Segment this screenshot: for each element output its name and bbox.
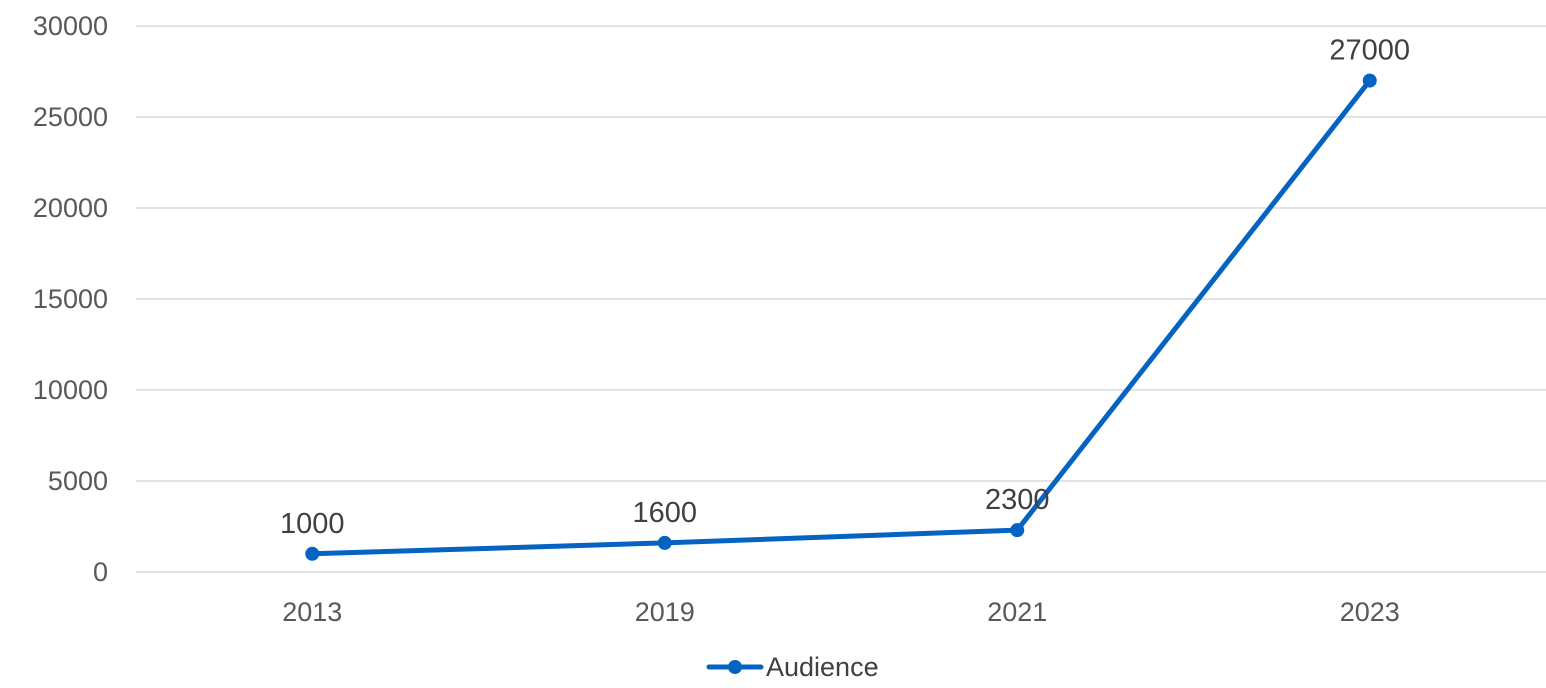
series-line xyxy=(309,78,1373,557)
gridlines xyxy=(136,25,1546,573)
data-label: 2300 xyxy=(985,484,1050,516)
x-tick-label: 2023 xyxy=(1340,597,1400,627)
data-point xyxy=(305,546,320,561)
legend-marker xyxy=(728,660,742,674)
legend-label: Audience xyxy=(766,652,879,682)
data-point xyxy=(1362,73,1377,88)
data-point xyxy=(1010,523,1025,538)
y-tick-label: 30000 xyxy=(33,11,108,41)
x-tick-label: 2019 xyxy=(635,597,695,627)
data-label: 1000 xyxy=(280,508,345,540)
y-tick-label: 25000 xyxy=(33,102,108,132)
series-group xyxy=(305,73,1377,561)
x-tick-label: 2021 xyxy=(987,597,1047,627)
y-tick-label: 10000 xyxy=(33,375,108,405)
data-label: 27000 xyxy=(1329,35,1410,67)
y-tick-label: 20000 xyxy=(33,193,108,223)
x-axis-ticks: 2013 2019 2021 2023 xyxy=(282,597,1400,627)
y-tick-label: 5000 xyxy=(48,466,108,496)
data-point xyxy=(657,535,672,550)
legend: Audience xyxy=(706,652,879,682)
y-axis-ticks: 0 5000 10000 15000 20000 25000 30000 xyxy=(33,11,108,587)
data-labels: 1000 1600 2300 27000 xyxy=(280,35,1410,540)
data-label: 1600 xyxy=(632,497,697,529)
y-tick-label: 0 xyxy=(93,557,108,587)
x-tick-label: 2013 xyxy=(282,597,342,627)
y-tick-label: 15000 xyxy=(33,284,108,314)
